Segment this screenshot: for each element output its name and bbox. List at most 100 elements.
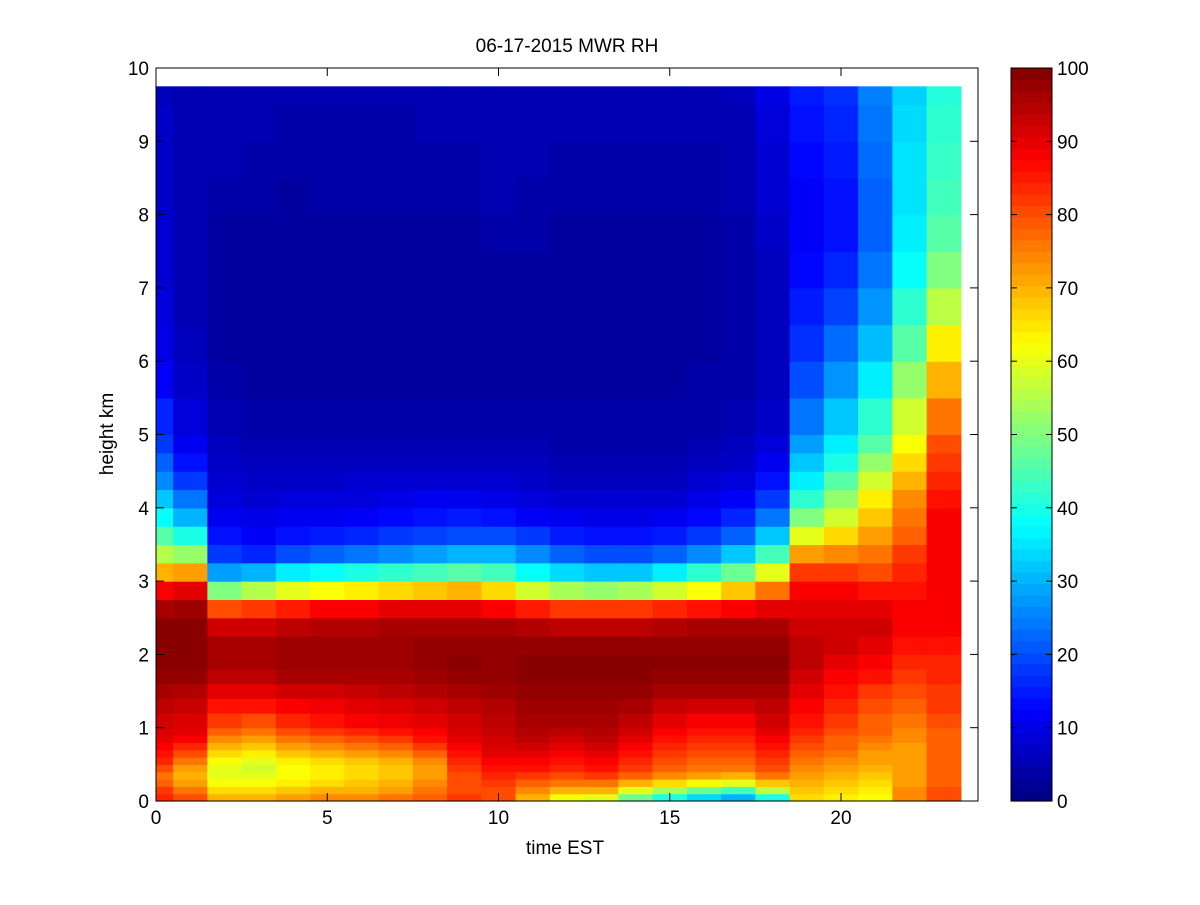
- x-tick-label: 0: [151, 808, 162, 829]
- heatmap-cell: [584, 713, 619, 729]
- heatmap-cell: [755, 562, 791, 582]
- heatmap-cell: [378, 434, 414, 454]
- heatmap-cell: [515, 771, 551, 780]
- heatmap-cell: [378, 86, 414, 106]
- heatmap-cell: [652, 742, 688, 751]
- heatmap-cell: [789, 489, 825, 509]
- colorbar-segment: [1011, 90, 1052, 103]
- heatmap-cell: [241, 617, 277, 637]
- heatmap-cell: [173, 742, 208, 751]
- colorbar-segment: [1011, 697, 1052, 710]
- heatmap-cell: [858, 471, 893, 491]
- heatmap-cell: [515, 361, 551, 399]
- heatmap-cell: [156, 251, 174, 289]
- heatmap-cell: [156, 361, 174, 399]
- heatmap-cell: [378, 562, 414, 582]
- heatmap-cell: [207, 562, 243, 582]
- heatmap-cell: [926, 526, 962, 546]
- heatmap-cell: [241, 735, 277, 743]
- colorbar-segment: [1011, 102, 1052, 115]
- heatmap-cell: [447, 104, 482, 142]
- colorbar-segment: [1011, 377, 1052, 390]
- heatmap-cell: [310, 489, 345, 509]
- heatmap-cell: [549, 742, 585, 751]
- heatmap-cell: [481, 434, 517, 454]
- colorbar-segment: [1011, 297, 1052, 310]
- heatmap-cell: [378, 324, 414, 362]
- heatmap-cell: [618, 735, 654, 743]
- heatmap-cell: [344, 581, 380, 601]
- colorbar-tick-label: 0: [1057, 792, 1068, 813]
- heatmap-cell: [344, 471, 380, 491]
- heatmap-cell: [549, 544, 585, 564]
- heatmap-cell: [481, 698, 517, 714]
- heatmap-cell: [823, 779, 859, 787]
- heatmap-cell: [584, 779, 619, 787]
- heatmap-cell: [652, 526, 688, 546]
- heatmap-cell: [892, 636, 928, 655]
- heatmap-cell: [926, 669, 962, 685]
- heatmap-cell: [926, 287, 962, 326]
- heatmap-cell: [686, 742, 722, 751]
- heatmap-cell: [755, 742, 791, 751]
- heatmap-cell: [515, 324, 551, 362]
- heatmap-cell: [549, 669, 585, 685]
- heatmap-cell: [515, 562, 551, 582]
- y-tick-label: 3: [138, 572, 149, 593]
- heatmap-cell: [549, 735, 585, 743]
- heatmap-cell: [584, 735, 619, 743]
- heatmap-cell: [858, 771, 893, 780]
- heatmap-cell: [652, 713, 688, 729]
- colorbar-segment: [1011, 342, 1052, 355]
- heatmap-cell: [207, 779, 243, 787]
- heatmap-cell: [618, 214, 654, 252]
- heatmap-cell: [344, 177, 380, 216]
- colorbar-tick-label: 90: [1057, 132, 1078, 153]
- heatmap-cell: [173, 526, 208, 546]
- y-tick-label: 0: [138, 792, 149, 813]
- heatmap-cell: [584, 742, 619, 751]
- colorbar: [1011, 68, 1052, 802]
- colorbar-segment: [1011, 457, 1052, 470]
- heatmap-cell: [515, 683, 551, 699]
- heatmap-cell: [926, 698, 962, 714]
- heatmap-cell: [892, 713, 928, 729]
- heatmap-cell: [275, 786, 311, 795]
- heatmap-cell: [823, 727, 859, 736]
- heatmap-cell: [858, 214, 893, 252]
- heatmap-cell: [926, 361, 962, 399]
- heatmap-cell: [275, 104, 311, 142]
- heatmap-cell: [686, 581, 722, 601]
- heatmap-cell: [156, 749, 174, 758]
- heatmap-cell: [584, 471, 619, 491]
- heatmap-cell: [515, 507, 551, 527]
- heatmap-cell: [858, 141, 893, 179]
- heatmap-cell: [823, 361, 859, 399]
- heatmap-cell: [481, 489, 517, 509]
- heatmap-cell: [789, 177, 825, 216]
- heatmap-cell: [275, 735, 311, 743]
- heatmap-cell: [755, 287, 791, 326]
- heatmap-cell: [173, 86, 208, 106]
- colorbar-segment: [1011, 331, 1052, 344]
- heatmap-cell: [721, 599, 756, 619]
- heatmap-cell: [652, 654, 688, 670]
- heatmap-cell: [652, 757, 688, 765]
- heatmap-cell: [652, 599, 688, 619]
- heatmap-cell: [823, 581, 859, 601]
- heatmap-cell: [926, 324, 962, 362]
- heatmap-cell: [481, 104, 517, 142]
- heatmap-cell: [892, 764, 928, 773]
- heatmap-cell: [156, 599, 174, 619]
- heatmap-cell: [584, 757, 619, 765]
- heatmap-cell: [892, 507, 928, 527]
- heatmap-cell: [823, 749, 859, 758]
- colorbar-segment: [1011, 148, 1052, 161]
- colorbar-segment: [1011, 308, 1052, 321]
- colorbar-segment: [1011, 766, 1052, 779]
- heatmap-cell: [412, 771, 448, 780]
- heatmap-cell: [584, 771, 619, 780]
- heatmap-cell: [721, 786, 756, 795]
- heatmap-cell: [584, 562, 619, 582]
- heatmap-cell: [447, 452, 482, 472]
